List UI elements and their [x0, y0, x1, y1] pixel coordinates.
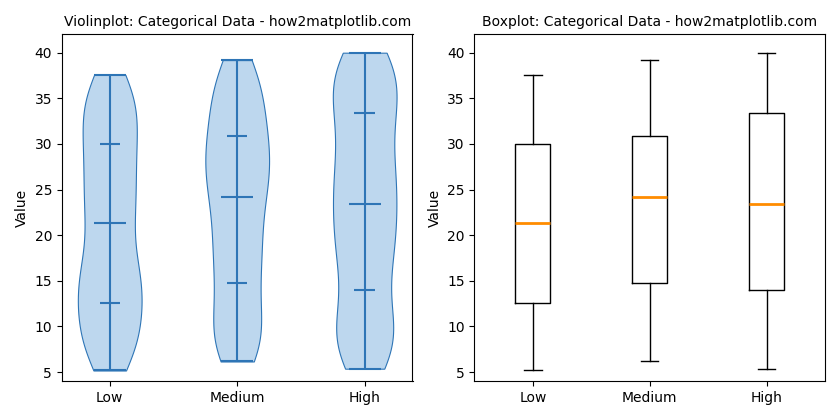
Title: Violinplot: Categorical Data - how2matplotlib.com: Violinplot: Categorical Data - how2matpl…: [64, 15, 411, 29]
Title: Boxplot: Categorical Data - how2matplotlib.com: Boxplot: Categorical Data - how2matplotl…: [482, 15, 817, 29]
Y-axis label: Value: Value: [428, 189, 442, 227]
Y-axis label: Value: Value: [15, 189, 29, 227]
